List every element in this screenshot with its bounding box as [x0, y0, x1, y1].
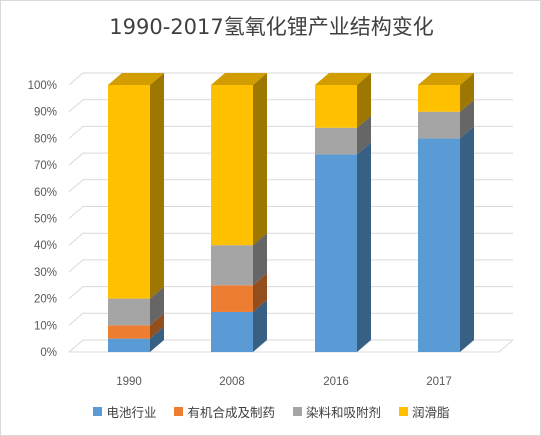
- y-tick-label: 0%: [40, 347, 57, 359]
- bar-segment-side: [150, 73, 164, 299]
- gridline-depth: [68, 286, 84, 299]
- bar-segment: [108, 298, 150, 326]
- y-tick-label: 60%: [34, 187, 57, 199]
- x-tick-label: 1990: [116, 376, 142, 388]
- x-tick-label: 2017: [426, 376, 452, 388]
- plot-area: 0% 10% 20% 30% 40% 50% 60% 70% 80% 90% 100% 1990 200…: [28, 72, 514, 388]
- bar-segment-side: [460, 73, 474, 112]
- gridline-depth: [68, 179, 84, 193]
- y-tick-label: 30%: [34, 267, 57, 279]
- x-tick-label: 2016: [323, 376, 349, 388]
- legend-item: 润滑脂: [399, 402, 450, 421]
- y-tick-label: 100%: [28, 80, 57, 92]
- bar-top-face: [418, 73, 474, 85]
- bar-segment-side: [357, 73, 371, 128]
- bar-segment: [418, 85, 460, 112]
- legend-swatch: [293, 407, 302, 416]
- bar-segment-side: [357, 115, 371, 155]
- gridline-depth: [68, 312, 84, 326]
- floor-right-edge: [498, 339, 514, 353]
- bar-top-face: [211, 73, 267, 85]
- legend-item: 有机合成及制药: [174, 402, 275, 421]
- bar-segment: [315, 85, 357, 128]
- bar-segment: [211, 285, 253, 312]
- legend-label: 染料和吸附剂: [306, 405, 382, 420]
- legend-swatch: [93, 407, 103, 416]
- bar-segment-side: [253, 73, 267, 246]
- bar-segment-side: [460, 99, 474, 139]
- bar-segment: [418, 111, 460, 139]
- chart-title: 1990-2017氢氧化锂产业结构变化: [109, 15, 434, 39]
- bar-segment-side: [460, 126, 474, 353]
- bar-segment-side: [150, 286, 164, 326]
- legend-item: 电池行业: [93, 402, 156, 421]
- legend-swatch: [399, 407, 409, 416]
- y-tick-label: 70%: [34, 160, 57, 172]
- gridline-depth: [68, 152, 84, 166]
- x-tick-label: 2008: [219, 376, 245, 388]
- y-tick-label: 20%: [34, 294, 57, 306]
- y-tick-label: 10%: [34, 320, 57, 332]
- y-tick-label: 40%: [34, 240, 57, 252]
- bar-segment-side: [253, 299, 267, 352]
- bar-segment: [211, 311, 253, 352]
- bar-segment: [315, 127, 357, 155]
- bar-segment: [108, 85, 150, 299]
- bar-segment: [418, 138, 460, 352]
- bar-segment-side: [253, 233, 267, 286]
- gridline-depth: [68, 126, 84, 139]
- legend-label: 润滑脂: [412, 405, 450, 420]
- bar-segment: [211, 245, 253, 286]
- gridline-depth: [68, 259, 84, 273]
- bar-segment: [211, 85, 253, 246]
- gridline-depth: [68, 206, 84, 219]
- bar-segment: [108, 325, 150, 339]
- legend-item: 染料和吸附剂: [293, 402, 381, 421]
- y-tick-label: 90%: [34, 107, 57, 119]
- bar-segment-side: [253, 273, 267, 312]
- bar-segment-side: [357, 142, 371, 352]
- gridline-depth: [68, 232, 84, 246]
- bar-top-face: [108, 73, 164, 85]
- bar-segment: [108, 338, 150, 352]
- bar-segment: [315, 154, 357, 352]
- gridline-depth: [68, 99, 84, 113]
- legend: 电池行业 有机合成及制药 染料和吸附剂 润滑脂: [1, 402, 540, 421]
- bar-segment-side: [150, 326, 164, 352]
- gridline-depth: [68, 339, 84, 353]
- bar-segment-side: [150, 313, 164, 339]
- legend-label: 有机合成及制药: [187, 405, 275, 420]
- bar-top-face: [315, 73, 371, 85]
- legend-swatch: [174, 407, 184, 416]
- gridline-depth: [68, 72, 84, 86]
- y-tick-label: 50%: [34, 214, 57, 226]
- legend-label: 电池行业: [106, 405, 157, 420]
- y-tick-label: 80%: [34, 133, 57, 145]
